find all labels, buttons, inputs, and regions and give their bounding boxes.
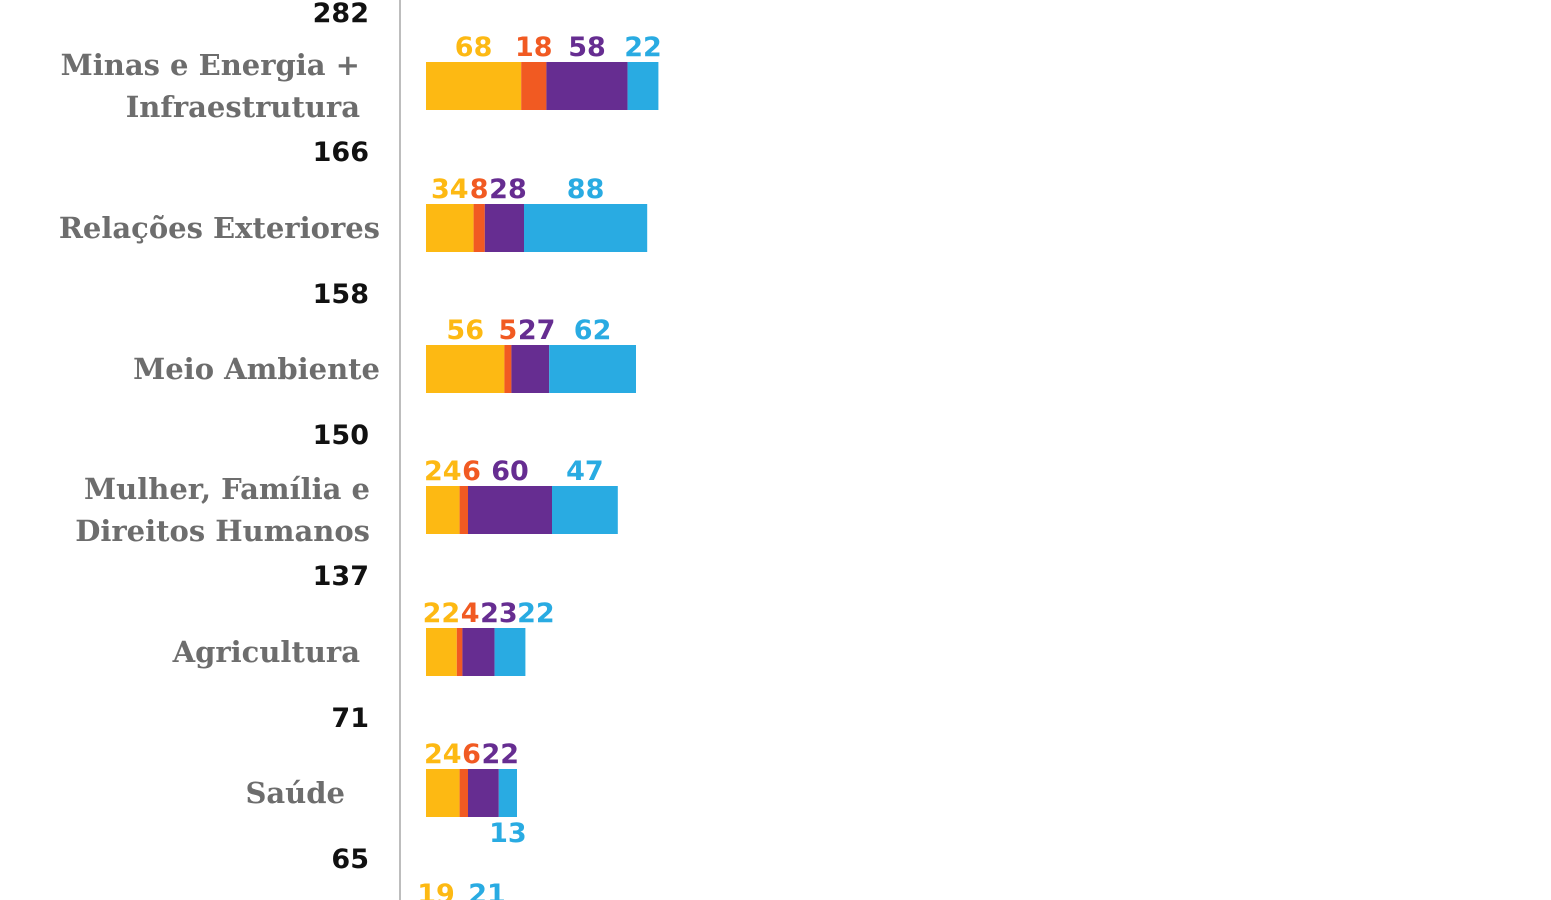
data-label: 22 [624, 32, 662, 63]
bar-segment [456, 628, 463, 676]
data-label: 13 [489, 818, 527, 849]
bar-segment [521, 62, 547, 110]
data-label: 68 [455, 32, 493, 63]
bar-segment [511, 345, 550, 393]
category-label: Mulher, Família e [84, 472, 370, 506]
category-total: 65 [331, 844, 369, 875]
bar-segment [462, 628, 495, 676]
partial-top-total: 282 [313, 0, 369, 29]
category-total: 150 [313, 420, 369, 451]
category-total: 158 [313, 279, 369, 310]
data-label: 18 [515, 32, 553, 63]
partial-bottom-label-2: 21 [468, 879, 506, 900]
bar-segment [473, 204, 485, 252]
bar-segment [524, 204, 648, 252]
data-label: 24 [424, 739, 462, 770]
data-label: 22 [482, 739, 520, 770]
bar-segment [468, 769, 499, 817]
bar-segment [426, 486, 460, 534]
bar-segment [627, 62, 659, 110]
data-label: 22 [423, 598, 461, 629]
category-label: Minas e Energia + [61, 48, 360, 82]
data-label: 34 [431, 174, 469, 205]
category-label: Meio Ambiente [133, 352, 380, 386]
bar-segment [468, 486, 552, 534]
data-label: 6 [462, 739, 481, 770]
data-label: 28 [489, 174, 527, 205]
data-label: 56 [446, 315, 484, 346]
bar-segment [546, 62, 628, 110]
bar-segment [549, 345, 636, 393]
data-label: 88 [567, 174, 605, 205]
category-total: 71 [331, 703, 369, 734]
category-total: 137 [313, 561, 369, 592]
category-total: 166 [313, 137, 369, 168]
bar-segment [426, 769, 460, 817]
data-label: 5 [499, 315, 518, 346]
category-label: Direitos Humanos [75, 514, 370, 548]
bar-segment [459, 769, 468, 817]
category-label: Saúde [245, 776, 345, 810]
data-label: 22 [517, 598, 555, 629]
bar-segment [426, 62, 522, 110]
data-label: 6 [462, 456, 481, 487]
data-label: 24 [424, 456, 462, 487]
data-label: 58 [568, 32, 606, 63]
bar-segment [498, 769, 517, 817]
bar-segment [504, 345, 512, 393]
data-label: 60 [491, 456, 529, 487]
category-label: Relações Exteriores [59, 211, 380, 245]
data-label: 62 [574, 315, 612, 346]
data-label: 47 [566, 456, 604, 487]
category-label: Agricultura [172, 635, 361, 669]
bar-segment [426, 628, 457, 676]
bar-segment [459, 486, 468, 534]
data-label: 8 [470, 174, 489, 205]
bar-segment [484, 204, 524, 252]
bar-segment [494, 628, 526, 676]
category-label: Infraestrutura [126, 90, 360, 124]
data-label: 27 [518, 315, 556, 346]
data-label: 23 [480, 598, 518, 629]
bar-segment [552, 486, 618, 534]
bar-segment [426, 345, 505, 393]
bar-segment [426, 204, 474, 252]
data-label: 4 [461, 598, 480, 629]
partial-bottom-label-1: 19 [417, 879, 455, 900]
